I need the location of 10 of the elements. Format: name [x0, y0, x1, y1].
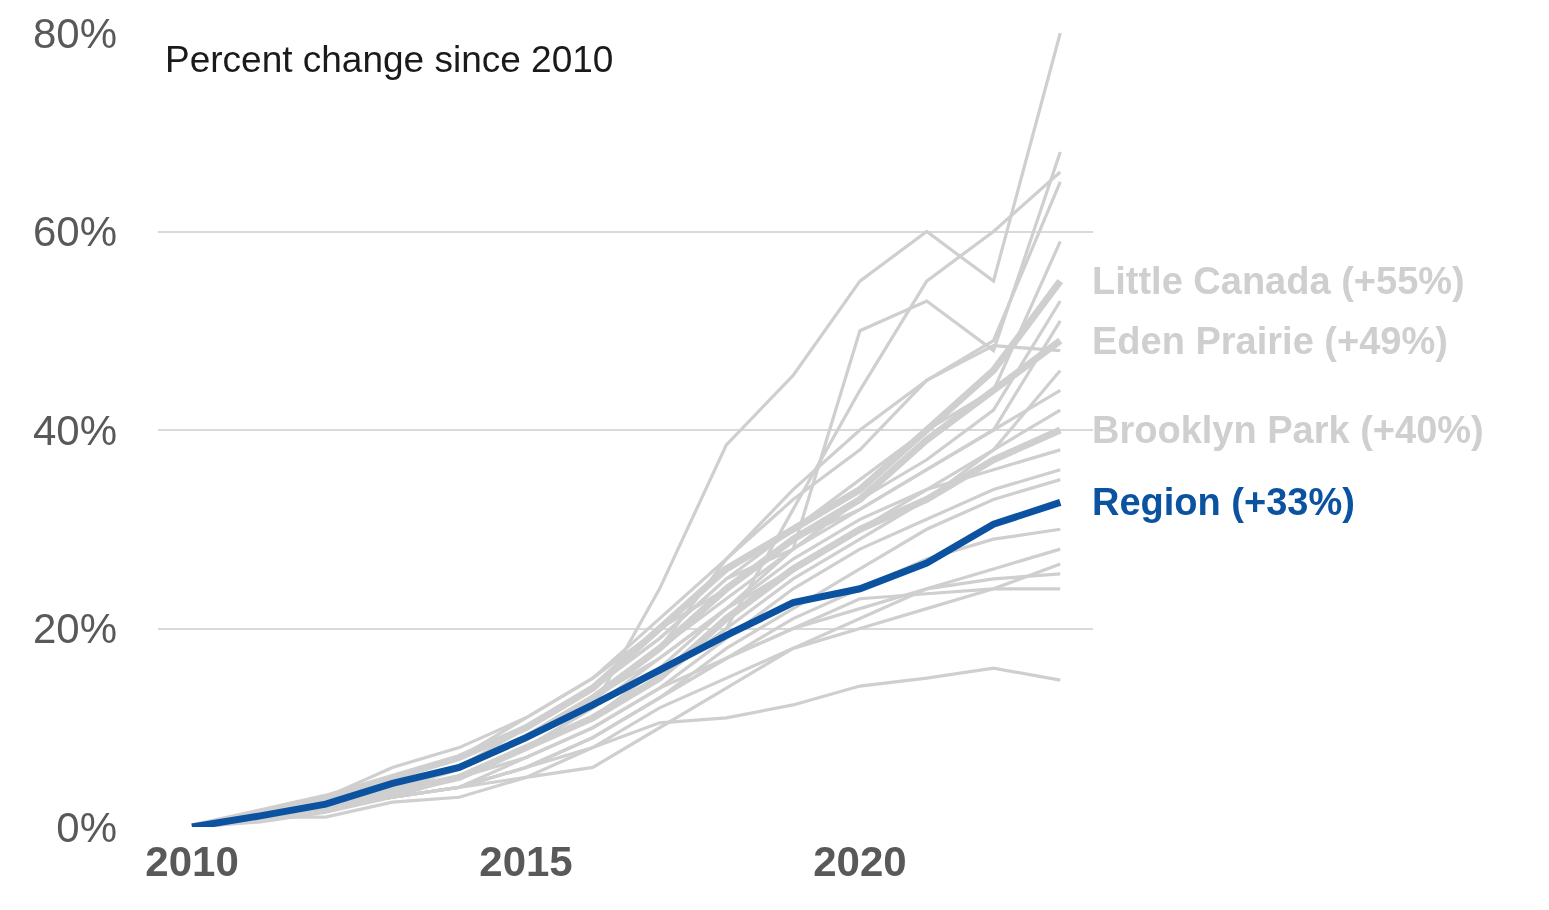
x-tick-label: 2010: [145, 838, 239, 885]
y-tick-label: 20%: [32, 605, 117, 653]
x-tick-label: 2020: [813, 838, 907, 885]
series-label: Region (+33%): [1092, 481, 1355, 523]
y-tick-label: 0%: [56, 803, 117, 851]
y-tick-label: 80%: [32, 9, 117, 57]
x-tick-label: 2015: [479, 838, 573, 885]
y-tick-label: 40%: [32, 406, 117, 454]
annotation: Percent change since 2010: [165, 39, 614, 80]
y-tick-label: 60%: [32, 208, 117, 256]
